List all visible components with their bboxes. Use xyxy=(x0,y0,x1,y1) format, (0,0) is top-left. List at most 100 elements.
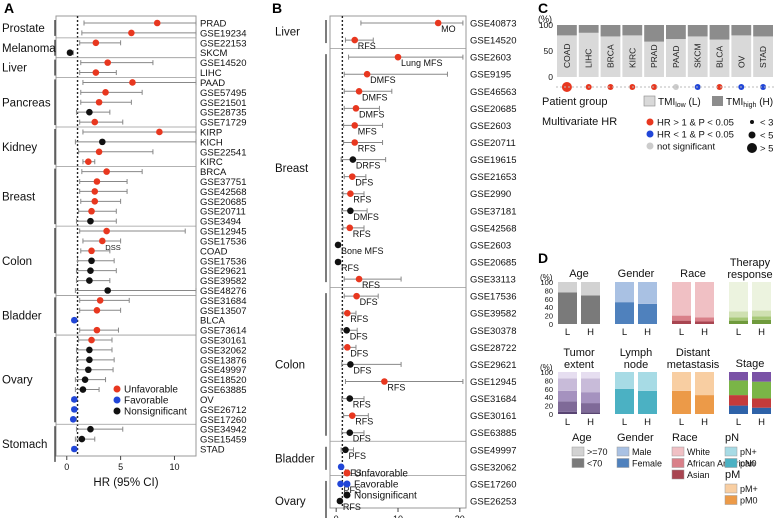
endpoint-label: DSS xyxy=(105,243,120,252)
group-axis-label: L xyxy=(622,417,627,428)
hr-point xyxy=(351,36,359,44)
panel-label-d: D xyxy=(538,250,548,266)
stacked-segment xyxy=(752,310,771,317)
bar-tmi-high xyxy=(687,25,708,37)
hr-point xyxy=(337,480,344,488)
dataset-label: GSE37751 xyxy=(200,177,246,188)
stacked-segment xyxy=(558,372,577,379)
patient-group-label: Patient group xyxy=(542,96,607,108)
stacked-segment xyxy=(729,317,748,321)
race-legend-swatch xyxy=(671,469,685,480)
stacked-segment xyxy=(729,311,748,318)
stacked-segment xyxy=(672,315,691,321)
pn-legend-swatch xyxy=(724,458,738,468)
legend-unfavorable: Unfavorable xyxy=(124,385,178,396)
group-label: Bladder xyxy=(2,310,42,322)
hr-point xyxy=(363,70,371,78)
dataset-label: GSE19615 xyxy=(470,155,516,166)
hr-point xyxy=(337,463,345,471)
endpoint-label: DFS xyxy=(350,331,368,341)
dataset-label: GSE33113 xyxy=(470,275,516,286)
dataset-label: GSE30378 xyxy=(470,326,516,337)
dataset-label: GSE39582 xyxy=(470,309,516,320)
group-label: Colon xyxy=(2,256,32,268)
group-label: Stomach xyxy=(2,439,47,451)
y-tick-label: 20 xyxy=(545,402,553,411)
race-legend-item: Asian xyxy=(687,470,710,480)
hr-point xyxy=(86,277,93,284)
age-legend-swatch xyxy=(571,446,585,457)
x-tick-label: 0 xyxy=(334,514,339,518)
hr-point xyxy=(103,227,110,235)
stacked-segment xyxy=(752,319,771,324)
stacked-segment xyxy=(581,372,600,379)
plot-frame xyxy=(55,15,197,457)
endpoint-label: DFS xyxy=(353,365,371,375)
hr-point xyxy=(92,69,100,76)
dataset-label: GSE15459 xyxy=(200,435,246,446)
hr-point xyxy=(79,386,87,393)
dataset-label: GSE42568 xyxy=(470,223,516,234)
bar-tmi-low xyxy=(578,32,599,77)
endpoint-label: DMFS xyxy=(359,109,385,119)
dataset-label: GSE14520 xyxy=(200,58,246,69)
bar-tmi-high xyxy=(622,25,643,36)
endpoint-label: DRFS xyxy=(356,161,381,171)
y-tick-label: 20 xyxy=(545,312,553,321)
stacked-segment xyxy=(729,380,748,396)
group-axis-label: L xyxy=(736,417,741,428)
y-axis-unit: (%) xyxy=(540,363,553,372)
endpoint-label: MO xyxy=(441,24,456,34)
dataset-label: GSE17536 xyxy=(200,256,246,267)
group-label: Liver xyxy=(275,27,300,39)
panel-c-bar-chart: (%) 0 50 100 COAD LIHC BRCA KIRC PRAD PAAD SKCM BLC… xyxy=(538,14,774,92)
hr-point xyxy=(344,309,351,317)
stacked-segment xyxy=(752,381,771,399)
hr-point xyxy=(129,79,136,86)
dataset-label: GSE2603 xyxy=(470,121,511,132)
hr-point xyxy=(71,396,78,403)
dataset-label: GSE31684 xyxy=(200,296,246,307)
y-tick-label: 60 xyxy=(545,295,553,304)
bar-tmi-high xyxy=(753,25,773,37)
hr-point xyxy=(66,49,74,57)
pm-legend-swatch xyxy=(724,495,738,505)
stacked-segment xyxy=(581,403,600,413)
stacked-segment xyxy=(638,303,657,324)
dataset-label: GSE22541 xyxy=(200,147,246,158)
dataset-label: GSE18520 xyxy=(200,375,246,386)
hr-point xyxy=(88,247,95,255)
bar-tmi-low xyxy=(731,35,752,77)
y-tick-label: 0 xyxy=(549,320,553,329)
group-axis-label: H xyxy=(701,327,708,338)
multivariate-legend-item: not significant xyxy=(657,142,715,153)
dataset-label: GSE49997 xyxy=(470,445,516,456)
chart-title: Tumor xyxy=(563,347,595,359)
hr-point xyxy=(348,412,356,419)
y-tick-label: 100 xyxy=(540,278,553,287)
endpoint-label: Lung MFS xyxy=(401,58,443,68)
bar-tmi-high xyxy=(600,25,621,37)
stacked-segment xyxy=(558,378,577,391)
dataset-label: GSE2603 xyxy=(470,240,511,251)
group-axis-label: L xyxy=(565,327,570,338)
endpoint-label: PFS xyxy=(344,485,362,495)
dataset-label: GSE20711 xyxy=(470,138,516,149)
pn-legend-swatch xyxy=(724,446,738,457)
dataset-label: KICH xyxy=(200,137,223,148)
group-label: Breast xyxy=(2,191,36,203)
category-label: SKCM xyxy=(693,43,703,68)
group-axis-label: H xyxy=(758,327,765,338)
dataset-label: OV xyxy=(200,395,214,406)
endpoint-label: DMFS xyxy=(370,75,396,85)
y-tick-label: 40 xyxy=(545,303,553,312)
gender-legend-item: Female xyxy=(632,459,662,469)
category-label: KIRC xyxy=(627,48,637,68)
dataset-label: GSE2603 xyxy=(470,53,511,64)
y-tick-label: 80 xyxy=(545,376,553,385)
category-label: LIHC xyxy=(584,49,594,68)
bar-tmi-low xyxy=(709,39,730,77)
hr-point xyxy=(347,190,354,198)
stacked-segment xyxy=(558,390,577,402)
hr-point xyxy=(81,376,89,383)
